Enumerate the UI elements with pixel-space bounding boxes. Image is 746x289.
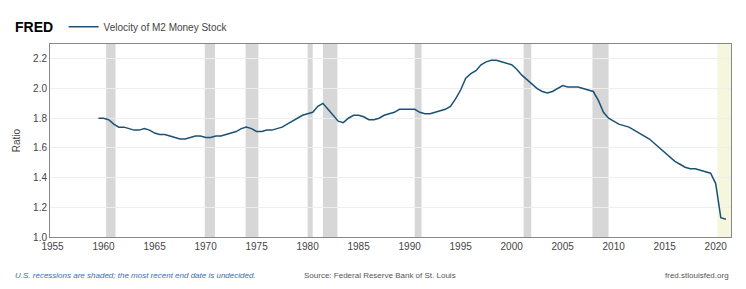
svg-text:1990: 1990 [399, 241, 422, 252]
svg-text:1.6: 1.6 [33, 142, 47, 153]
svg-text:Ratio: Ratio [11, 128, 22, 152]
svg-text:2020: 2020 [705, 241, 728, 252]
svg-text:1960: 1960 [92, 241, 115, 252]
svg-text:1980: 1980 [296, 241, 319, 252]
svg-text:2005: 2005 [552, 241, 575, 252]
svg-text:1.4: 1.4 [33, 172, 47, 183]
svg-text:2010: 2010 [603, 241, 626, 252]
svg-text:2015: 2015 [654, 241, 677, 252]
svg-text:Velocity of M2 Money Stock: Velocity of M2 Money Stock [104, 22, 228, 33]
svg-text:1985: 1985 [347, 241, 370, 252]
svg-text:1.2: 1.2 [33, 202, 47, 213]
svg-text:Source: Federal Reserve Bank o: Source: Federal Reserve Bank of St. Loui… [304, 271, 456, 280]
svg-text:2.2: 2.2 [33, 53, 47, 64]
svg-text:1955: 1955 [41, 241, 64, 252]
svg-text:1965: 1965 [143, 241, 166, 252]
svg-text:2.0: 2.0 [33, 83, 47, 94]
svg-text:1.8: 1.8 [33, 113, 47, 124]
svg-text:1970: 1970 [194, 241, 217, 252]
svg-text:U.S. recessions are shaded; th: U.S. recessions are shaded; the most rec… [15, 271, 256, 280]
svg-text:2000: 2000 [501, 241, 524, 252]
svg-text:FRED: FRED [15, 19, 53, 35]
svg-text:1.0: 1.0 [33, 232, 47, 243]
svg-text:1975: 1975 [245, 241, 268, 252]
svg-text:1995: 1995 [450, 241, 473, 252]
svg-text:fred.stlouisfed.org: fred.stlouisfed.org [665, 271, 729, 280]
